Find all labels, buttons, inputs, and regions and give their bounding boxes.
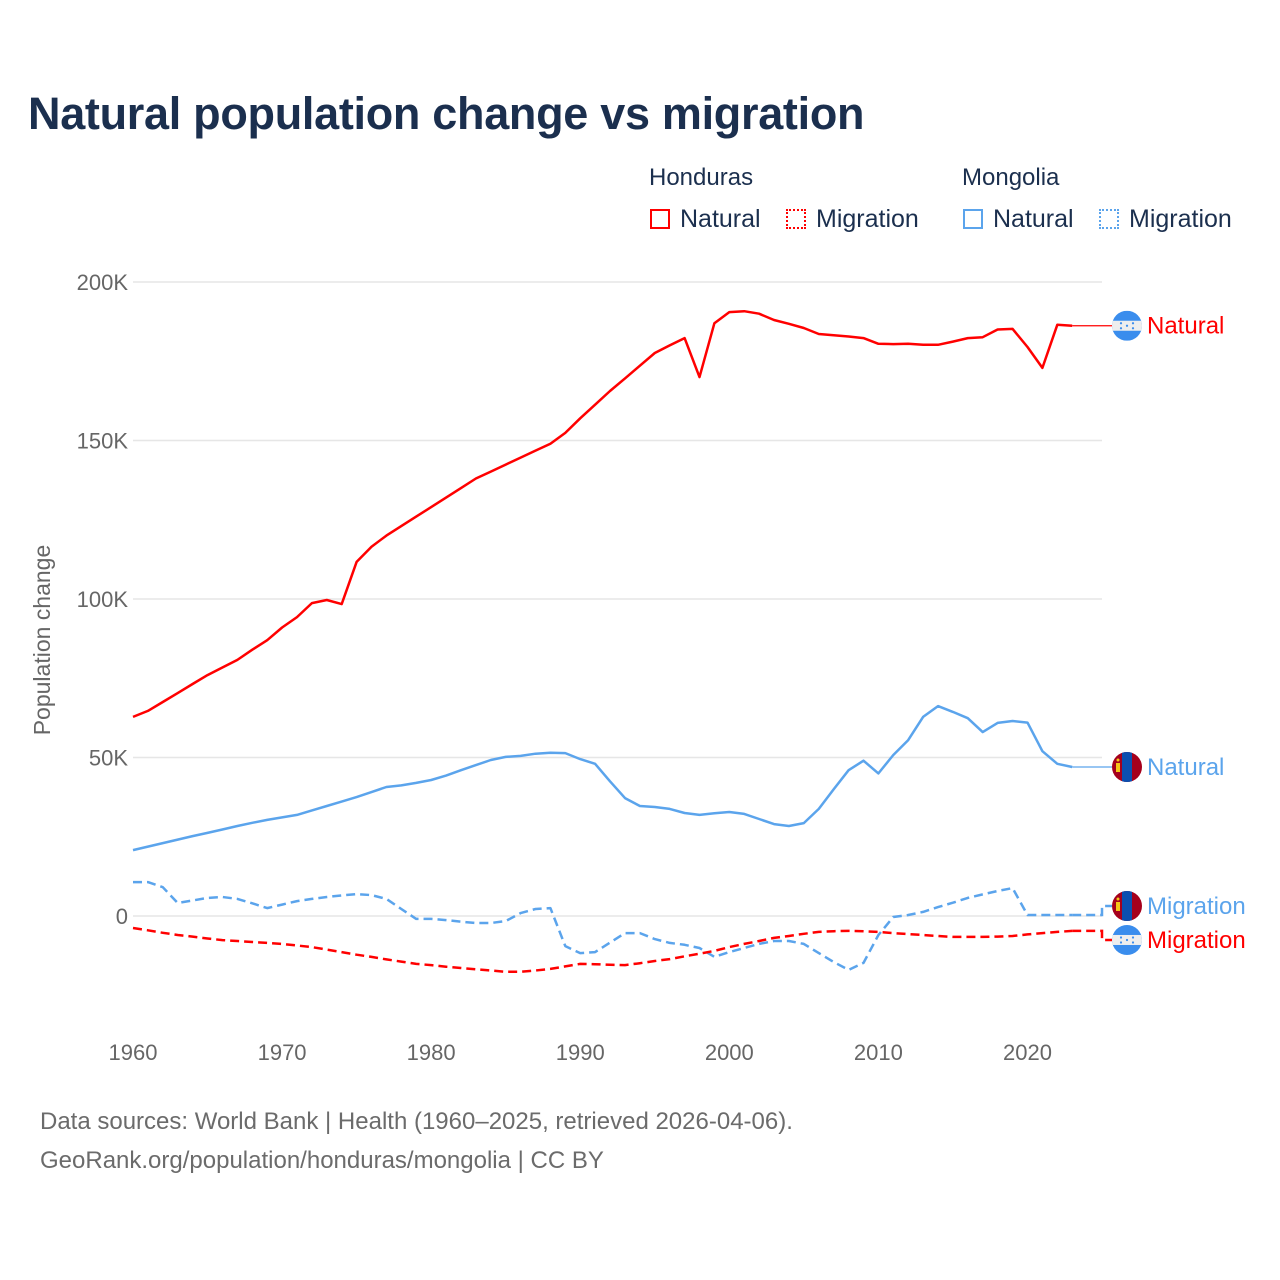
end-label: Migration [1147,927,1246,954]
legend-swatch-mongolia-migration [1099,209,1119,229]
y-tick-label: 0 [116,904,128,929]
x-tick-label: 1990 [556,1040,605,1065]
end-labels: Natural Natural Migration Migration [1112,310,1246,955]
flag-body [1112,890,1142,921]
star-icon [1131,322,1135,325]
star-icon [1119,936,1123,939]
y-axis-ticks: 0 50K 100K 150K 200K [77,270,129,929]
legend-group-honduras: Honduras [649,164,754,191]
series-line-mongolia-natural [132,704,1073,852]
star-icon [1119,941,1123,944]
star-icon [1131,936,1135,939]
legend-swatch-honduras-migration [786,209,806,229]
honduras-flag-icon [1112,310,1142,341]
flag-stripe [1122,752,1132,783]
series-line-mongolia-migration [133,880,1073,972]
soyombo-icon [1116,901,1120,911]
legend-label-mongolia-migration: Migration [1129,205,1232,233]
y-tick-label: 200K [77,270,129,295]
mongolia-flag-icon [1112,890,1142,921]
soyombo-icon [1116,763,1120,773]
legend-swatch-honduras-natural [650,209,670,229]
x-axis-ticks: 1960 1970 1980 1990 2000 2010 2020 [109,1040,1052,1065]
y-tick-label: 50K [89,746,128,771]
soyombo-icon [1116,897,1120,901]
mongolia-flag-icon [1112,752,1142,783]
chart-title: Natural population change vs migration [28,88,865,139]
end-label: Natural [1147,754,1224,781]
series-line-honduras-natural [132,309,1073,719]
soyombo-icon [1116,758,1120,762]
legend-label-honduras-migration: Migration [816,205,919,233]
flag-body [1112,310,1142,341]
star-icon [1125,324,1129,327]
end-label: Natural [1147,313,1224,340]
end-label: Migration [1147,893,1246,920]
flag-body [1112,752,1142,783]
star-icon [1119,322,1123,325]
series-line-honduras-migration [132,926,1073,974]
series-lines [132,309,1112,974]
star-icon [1125,938,1129,942]
x-tick-label: 2000 [705,1040,754,1065]
legend-label-honduras-natural: Natural [680,205,761,233]
grid-lines [133,281,1102,917]
y-tick-label: 150K [77,429,129,454]
y-axis-label: Population change [29,545,55,736]
label-connector [1072,929,1112,942]
star-icon [1119,327,1123,330]
x-tick-label: 1970 [258,1040,307,1065]
x-tick-label: 2010 [854,1040,903,1065]
footer-url: GeoRank.org/population/honduras/mongolia… [40,1147,604,1174]
legend-label-mongolia-natural: Natural [993,205,1074,233]
x-tick-label: 1960 [109,1040,158,1065]
x-tick-label: 1980 [407,1040,456,1065]
star-icon [1131,941,1135,944]
flag-stripe [1122,890,1132,921]
legend-group-mongolia: Mongolia [962,164,1060,191]
legend-swatch-mongolia-natural [963,209,983,229]
flag-body [1112,924,1142,955]
honduras-flag-icon [1112,924,1142,955]
label-connector [1072,904,1112,917]
star-icon [1131,327,1135,330]
footer-sources: Data sources: World Bank | Health (1960–… [40,1108,793,1135]
y-tick-label: 100K [77,587,129,612]
x-tick-label: 2020 [1003,1040,1052,1065]
